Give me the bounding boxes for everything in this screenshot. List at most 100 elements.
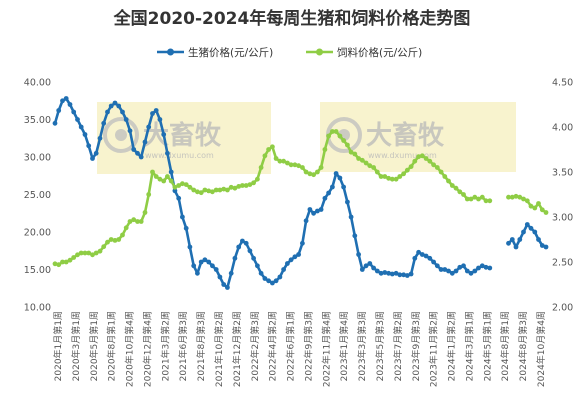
- data-point: [176, 195, 182, 201]
- right-axis-tick-label: 2.50: [552, 258, 573, 269]
- data-point: [56, 108, 62, 113]
- data-point: [382, 270, 388, 275]
- data-point: [386, 270, 391, 276]
- data-point: [356, 252, 361, 257]
- legend-label-pig-price: 生猪价格(元/公斤): [188, 46, 273, 59]
- data-point: [300, 165, 305, 170]
- data-point: [487, 198, 493, 204]
- data-point: [442, 174, 448, 179]
- x-axis-tick-label: 2023年5月第3周: [374, 311, 386, 381]
- data-point: [165, 174, 170, 179]
- data-point: [318, 207, 324, 212]
- data-point: [270, 280, 275, 286]
- data-point: [517, 194, 523, 200]
- data-point: [123, 225, 129, 231]
- data-point: [404, 167, 410, 173]
- data-point: [423, 156, 429, 161]
- data-point: [419, 153, 425, 159]
- data-point: [311, 172, 316, 178]
- data-point: [153, 108, 159, 113]
- data-point: [509, 194, 515, 200]
- data-point: [509, 237, 515, 242]
- series-line: [507, 223, 547, 249]
- x-axis-tick-label: 2022年6月第1周: [285, 311, 297, 381]
- x-axis-tick-label: 2020年10月第4周: [124, 311, 136, 387]
- data-point: [532, 229, 538, 235]
- x-axis-tick-label: 2021年6月第3周: [177, 311, 189, 381]
- left-axis-tick-label: 25.00: [24, 190, 51, 201]
- data-point: [345, 199, 350, 205]
- data-point: [221, 282, 227, 287]
- x-axis-tick-label: 2021年8月第3周: [195, 311, 207, 381]
- legend-item-feed-price[interactable]: 饲料价格(元/公斤): [306, 46, 422, 59]
- data-point: [75, 117, 80, 122]
- data-point: [213, 187, 219, 193]
- chart-title: 全国2020-2024年每周生猪和饲料价格走势图: [113, 8, 471, 29]
- data-point: [416, 249, 421, 255]
- legend-label-feed-price: 饲料价格(元/公斤): [337, 46, 422, 59]
- watermark-highlight: [320, 102, 516, 172]
- data-point: [543, 244, 549, 250]
- data-point: [431, 259, 436, 265]
- data-point: [135, 150, 140, 156]
- data-point: [315, 169, 320, 175]
- data-point: [431, 162, 436, 168]
- watermark-logo-center: [115, 129, 127, 141]
- data-point: [108, 103, 114, 109]
- data-point: [232, 185, 238, 191]
- data-point: [333, 171, 339, 176]
- data-point: [187, 184, 193, 190]
- data-point: [101, 120, 107, 126]
- data-point: [517, 237, 523, 242]
- x-axis-tick-label: 2023年9月第3周: [410, 311, 422, 381]
- data-point: [292, 162, 298, 168]
- data-point: [266, 278, 271, 284]
- data-point: [461, 263, 466, 269]
- data-point: [142, 210, 148, 215]
- data-point: [434, 263, 440, 269]
- data-point: [60, 98, 65, 104]
- data-point: [326, 190, 331, 196]
- legend-item-pig-price[interactable]: 生猪价格(元/公斤): [157, 46, 273, 59]
- x-axis-tick-label: 2024年8月第3周: [517, 311, 529, 381]
- data-point: [292, 254, 298, 260]
- data-point: [352, 151, 358, 157]
- data-point: [281, 267, 286, 272]
- data-point: [476, 265, 481, 271]
- data-point: [412, 255, 418, 261]
- x-axis-tick-label: 2024年8月第1周: [499, 311, 511, 381]
- data-point: [198, 190, 204, 196]
- data-point: [374, 268, 380, 274]
- data-point: [449, 270, 455, 276]
- data-point: [105, 239, 110, 245]
- data-point: [56, 262, 62, 268]
- data-point: [60, 259, 65, 265]
- data-point: [506, 240, 511, 246]
- left-axis-tick-label: 30.00: [24, 153, 51, 164]
- x-axis-tick-label: 2020年12月第4周: [141, 311, 153, 387]
- data-point: [112, 100, 118, 106]
- data-point: [363, 263, 369, 269]
- legend-marker-pig-price: [167, 48, 174, 56]
- data-point: [393, 176, 399, 182]
- data-point: [206, 188, 212, 194]
- data-point: [146, 192, 152, 197]
- data-point: [389, 176, 395, 182]
- data-point: [180, 181, 185, 187]
- x-axis-tick-label: 2021年10月第2周: [213, 311, 225, 387]
- data-point: [472, 268, 478, 274]
- right-axis-ticks: 2.00 2.50 3.00 3.50 4.00 4.50: [552, 78, 573, 314]
- data-point: [277, 274, 283, 280]
- data-point: [82, 250, 88, 256]
- watermark-text: 大畜牧: [366, 120, 445, 151]
- data-point: [138, 219, 144, 224]
- data-point: [168, 169, 174, 175]
- data-point: [202, 187, 208, 193]
- data-point: [367, 261, 373, 266]
- data-point: [63, 96, 69, 101]
- data-point: [352, 233, 358, 239]
- data-point: [112, 238, 118, 243]
- data-point: [153, 174, 159, 179]
- data-point: [333, 129, 339, 134]
